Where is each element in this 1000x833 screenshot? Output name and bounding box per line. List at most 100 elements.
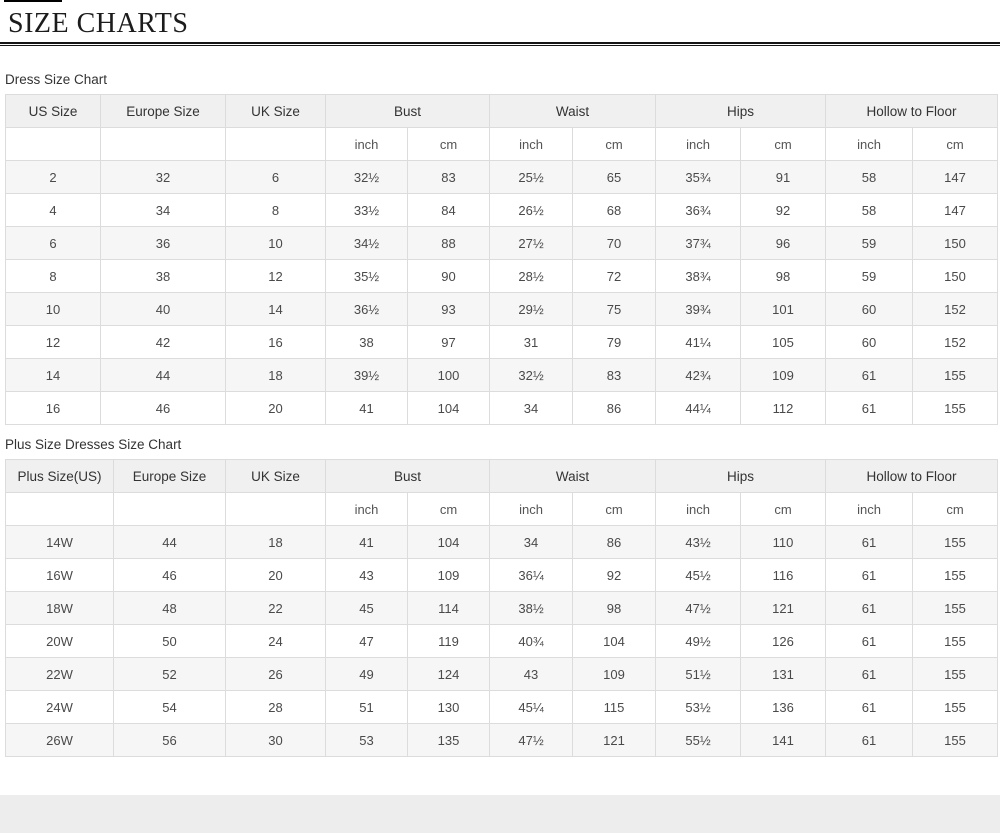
unit-cm-label: cm — [912, 127, 999, 161]
col-hollow-to-floor: Hollow to Floor — [825, 94, 999, 128]
table-cell: 20 — [225, 558, 326, 592]
table-cell: 43 — [325, 558, 408, 592]
table-cell: 79 — [572, 325, 657, 359]
table-cell: 33½ — [325, 193, 408, 227]
unit-inch-label: inch — [325, 492, 408, 526]
table-row: 26W 56 30 53 135 47½ 121 55½ 141 61 155 — [5, 723, 999, 757]
table-cell: 28½ — [489, 259, 574, 293]
table-cell: 36 — [100, 226, 226, 260]
table-cell: 104 — [406, 525, 491, 559]
table-cell: 8 — [5, 259, 101, 293]
table-cell: 88 — [406, 226, 491, 260]
table-cell: 49½ — [655, 624, 742, 658]
table-cell: 40 — [100, 292, 226, 326]
table-cell: 91 — [740, 160, 827, 194]
table-cell: 24W — [5, 690, 114, 724]
col-bust: Bust — [324, 94, 491, 128]
col-us-size: US Size — [5, 94, 101, 128]
page-title: SIZE CHARTS — [8, 8, 189, 39]
table-cell: 30 — [225, 723, 326, 757]
table-cell: 14W — [5, 525, 114, 559]
table-cell: 35¾ — [655, 160, 742, 194]
table-cell: 56 — [113, 723, 226, 757]
empty-header-cell — [225, 492, 326, 526]
table-cell: 26½ — [489, 193, 574, 227]
table-cell: 38 — [325, 325, 408, 359]
unit-row: inch cm inch cm inch cm inch cm — [5, 127, 999, 161]
table-cell: 61 — [825, 358, 914, 392]
table-row: 16 46 20 41 104 34 86 44¼ 112 61 155 — [5, 391, 999, 425]
table-cell: 47½ — [489, 723, 574, 757]
table-cell: 155 — [912, 624, 999, 658]
table-cell: 28 — [225, 690, 326, 724]
table-cell: 26W — [5, 723, 114, 757]
table-cell: 26 — [225, 657, 326, 691]
unit-inch-label: inch — [825, 492, 914, 526]
table-cell: 155 — [912, 525, 999, 559]
table-cell: 25½ — [489, 160, 574, 194]
dress-chart-heading: Dress Size Chart — [5, 72, 108, 87]
col-europe-size: Europe Size — [113, 459, 226, 493]
table-cell: 39½ — [325, 358, 408, 392]
table-cell: 61 — [825, 624, 914, 658]
table-cell: 61 — [825, 690, 914, 724]
table-cell: 45 — [325, 591, 408, 625]
table-cell: 121 — [740, 591, 827, 625]
table-cell: 83 — [406, 160, 491, 194]
table-cell: 18 — [225, 358, 326, 392]
table-cell: 34 — [489, 525, 574, 559]
table-cell: 44 — [100, 358, 226, 392]
table-row: 14W 44 18 41 104 34 86 43½ 110 61 155 — [5, 525, 999, 559]
table-cell: 46 — [113, 558, 226, 592]
table-cell: 51 — [325, 690, 408, 724]
table-cell: 34 — [489, 391, 574, 425]
table-row: 20W 50 24 47 119 40¾ 104 49½ 126 61 155 — [5, 624, 999, 658]
dress-size-table: US Size Europe Size UK Size Bust Waist H… — [5, 94, 999, 425]
table-row: 10 40 14 36½ 93 29½ 75 39¾ 101 60 152 — [5, 292, 999, 326]
table-cell: 155 — [912, 391, 999, 425]
empty-header-cell — [225, 127, 326, 161]
table-row: 14 44 18 39½ 100 32½ 83 42¾ 109 61 155 — [5, 358, 999, 392]
table-cell: 20W — [5, 624, 114, 658]
header-row: Plus Size(US) Europe Size UK Size Bust W… — [5, 459, 999, 493]
table-cell: 61 — [825, 591, 914, 625]
table-cell: 68 — [572, 193, 657, 227]
table-cell: 100 — [406, 358, 491, 392]
table-cell: 150 — [912, 226, 999, 260]
table-cell: 50 — [113, 624, 226, 658]
table-cell: 48 — [113, 591, 226, 625]
table-cell: 29½ — [489, 292, 574, 326]
table-cell: 59 — [825, 259, 914, 293]
table-cell: 44 — [113, 525, 226, 559]
table-cell: 131 — [740, 657, 827, 691]
dress-table-body: 2 32 6 32½ 83 25½ 65 35¾ 91 58 147 4 34 8 33½ 84 26½ 68 36… — [5, 160, 999, 425]
table-cell: 150 — [912, 259, 999, 293]
table-cell: 34½ — [325, 226, 408, 260]
table-cell: 75 — [572, 292, 657, 326]
table-row: 22W 52 26 49 124 43 109 51½ 131 61 155 — [5, 657, 999, 691]
table-cell: 45½ — [655, 558, 742, 592]
col-uk-size: UK Size — [225, 459, 326, 493]
table-cell: 42 — [100, 325, 226, 359]
table-cell: 10 — [225, 226, 326, 260]
table-cell: 121 — [572, 723, 657, 757]
table-row: 6 36 10 34½ 88 27½ 70 37¾ 96 59 150 — [5, 226, 999, 260]
table-cell: 20 — [225, 391, 326, 425]
unit-cm-label: cm — [572, 127, 657, 161]
table-cell: 18 — [225, 525, 326, 559]
table-cell: 152 — [912, 325, 999, 359]
col-bust: Bust — [324, 459, 491, 493]
table-cell: 14 — [5, 358, 101, 392]
table-cell: 155 — [912, 558, 999, 592]
table-cell: 53½ — [655, 690, 742, 724]
table-row: 18W 48 22 45 114 38½ 98 47½ 121 61 155 — [5, 591, 999, 625]
table-cell: 43½ — [655, 525, 742, 559]
table-row: 4 34 8 33½ 84 26½ 68 36¾ 92 58 147 — [5, 193, 999, 227]
table-cell: 84 — [406, 193, 491, 227]
table-cell: 101 — [740, 292, 827, 326]
table-cell: 43 — [489, 657, 574, 691]
top-left-mark — [4, 0, 62, 2]
table-cell: 41 — [325, 391, 408, 425]
table-cell: 12 — [5, 325, 101, 359]
